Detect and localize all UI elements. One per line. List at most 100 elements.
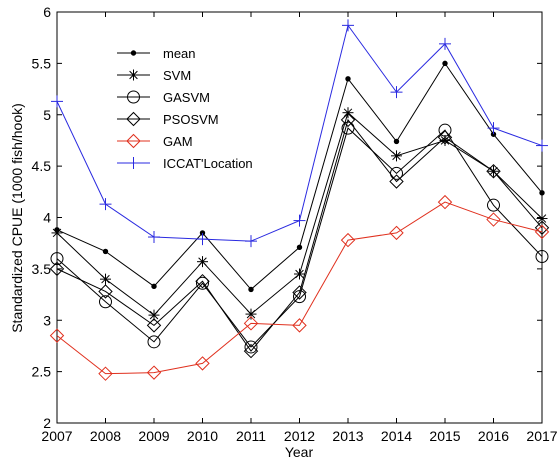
marker-diamond	[146, 365, 162, 380]
data-point-gasvm	[99, 295, 112, 309]
marker-diamond	[389, 225, 404, 241]
marker-circle	[147, 335, 161, 349]
y-tick-label: 3.5	[32, 261, 52, 277]
marker-circle	[535, 250, 549, 264]
data-point-iccat-location	[439, 37, 451, 50]
x-axis-title: Year	[285, 444, 314, 460]
data-point-mean	[248, 286, 254, 293]
x-tick-label: 2009	[138, 428, 169, 444]
data-point-gam	[49, 328, 65, 343]
data-point-svm	[391, 150, 402, 162]
marker-diamond	[292, 318, 307, 333]
data-point-gam	[146, 365, 162, 380]
marker-ast-d2	[52, 228, 62, 238]
data-point-psosvm	[389, 174, 404, 189]
series-line-psosvm	[56, 118, 543, 352]
marker-ast-d2	[392, 151, 401, 161]
data-point-gam	[340, 232, 356, 248]
marker-diamond	[340, 112, 356, 128]
data-point-psosvm	[534, 220, 550, 235]
series-psosvm	[49, 112, 550, 359]
legend-item-iccat-location: ICCAT'Location	[117, 156, 253, 171]
marker-diamond	[486, 212, 501, 227]
data-point-psosvm	[486, 164, 501, 179]
marker-diamond	[126, 111, 141, 127]
marker-diamond	[437, 130, 453, 145]
marker-dot	[296, 244, 303, 250]
x-tick-label: 2011	[236, 428, 266, 444]
data-point-mean	[102, 248, 109, 255]
data-point-mean	[393, 138, 400, 145]
marker-circle	[127, 90, 140, 104]
data-point-gasvm	[147, 335, 161, 349]
marker-dot	[130, 50, 137, 56]
marker-diamond	[486, 164, 501, 179]
data-point-gam	[534, 224, 550, 240]
data-point-gam	[389, 225, 404, 241]
data-point-iccat-location	[148, 231, 160, 244]
x-tick-label: 2016	[478, 428, 509, 444]
series-line-gasvm	[56, 127, 543, 348]
data-point-svm	[100, 273, 111, 285]
y-tick-label: 4	[43, 210, 51, 226]
marker-circle	[293, 290, 306, 304]
x-tick-label: 2017	[526, 428, 557, 444]
data-point-iccat-location	[51, 95, 63, 108]
x-tick-label: 2008	[90, 428, 121, 444]
data-point-gam	[243, 316, 259, 331]
marker-diamond	[389, 174, 404, 189]
marker-ast-d2	[149, 310, 159, 320]
marker-dot	[539, 190, 545, 196]
marker-diamond	[195, 273, 210, 289]
legend-marker	[126, 133, 141, 149]
marker-diamond	[534, 224, 550, 240]
data-point-svm	[51, 227, 63, 239]
data-point-psosvm	[98, 284, 113, 299]
marker-circle	[487, 198, 500, 212]
data-point-gasvm	[535, 250, 549, 264]
marker-ast-d2	[198, 257, 207, 266]
data-point-iccat-location	[487, 122, 500, 135]
legend-marker	[130, 50, 137, 56]
y-tick-label: 2	[43, 415, 51, 431]
x-tick-label: 2007	[41, 428, 72, 444]
legend-label: mean	[163, 46, 196, 61]
legend-marker	[127, 157, 140, 169]
data-point-mean	[539, 190, 545, 196]
x-tick-label: 2012	[284, 428, 315, 444]
data-point-gasvm	[438, 123, 452, 137]
x-tick-label: 2013	[332, 428, 363, 444]
y-axis-title: Standardized CPUE (1000 fish/hook)	[9, 103, 25, 333]
legend-label: GASVM	[163, 90, 210, 105]
series-mean	[54, 60, 545, 293]
data-point-iccat-location	[245, 235, 257, 248]
marker-diamond	[195, 356, 210, 371]
marker-diamond	[146, 318, 162, 333]
marker-dot	[393, 138, 400, 145]
legend-marker	[126, 111, 141, 127]
data-point-iccat-location	[293, 214, 306, 227]
marker-diamond	[340, 232, 356, 248]
data-point-gasvm	[50, 252, 64, 266]
marker-circle	[196, 276, 209, 290]
y-tick-label: 3	[43, 312, 51, 328]
marker-diamond	[292, 285, 307, 300]
marker-diamond	[98, 366, 113, 381]
y-tick-label: 5.5	[32, 55, 52, 71]
legend-marker	[128, 69, 139, 81]
legend-label: ICCAT'Location	[163, 156, 253, 171]
legend-item-gasvm: GASVM	[117, 90, 210, 105]
marker-ast-d2	[129, 70, 138, 80]
data-point-psosvm	[195, 273, 210, 289]
marker-diamond	[534, 220, 550, 235]
legend-item-gam: GAM	[117, 133, 193, 149]
legend-item-psosvm: PSOSVM	[117, 111, 219, 127]
data-point-svm	[245, 308, 257, 320]
legend-label: PSOSVM	[163, 112, 219, 127]
marker-ast-d2	[440, 136, 450, 145]
data-point-psosvm	[49, 261, 65, 277]
data-point-psosvm	[146, 318, 162, 333]
data-point-mean	[345, 76, 351, 82]
